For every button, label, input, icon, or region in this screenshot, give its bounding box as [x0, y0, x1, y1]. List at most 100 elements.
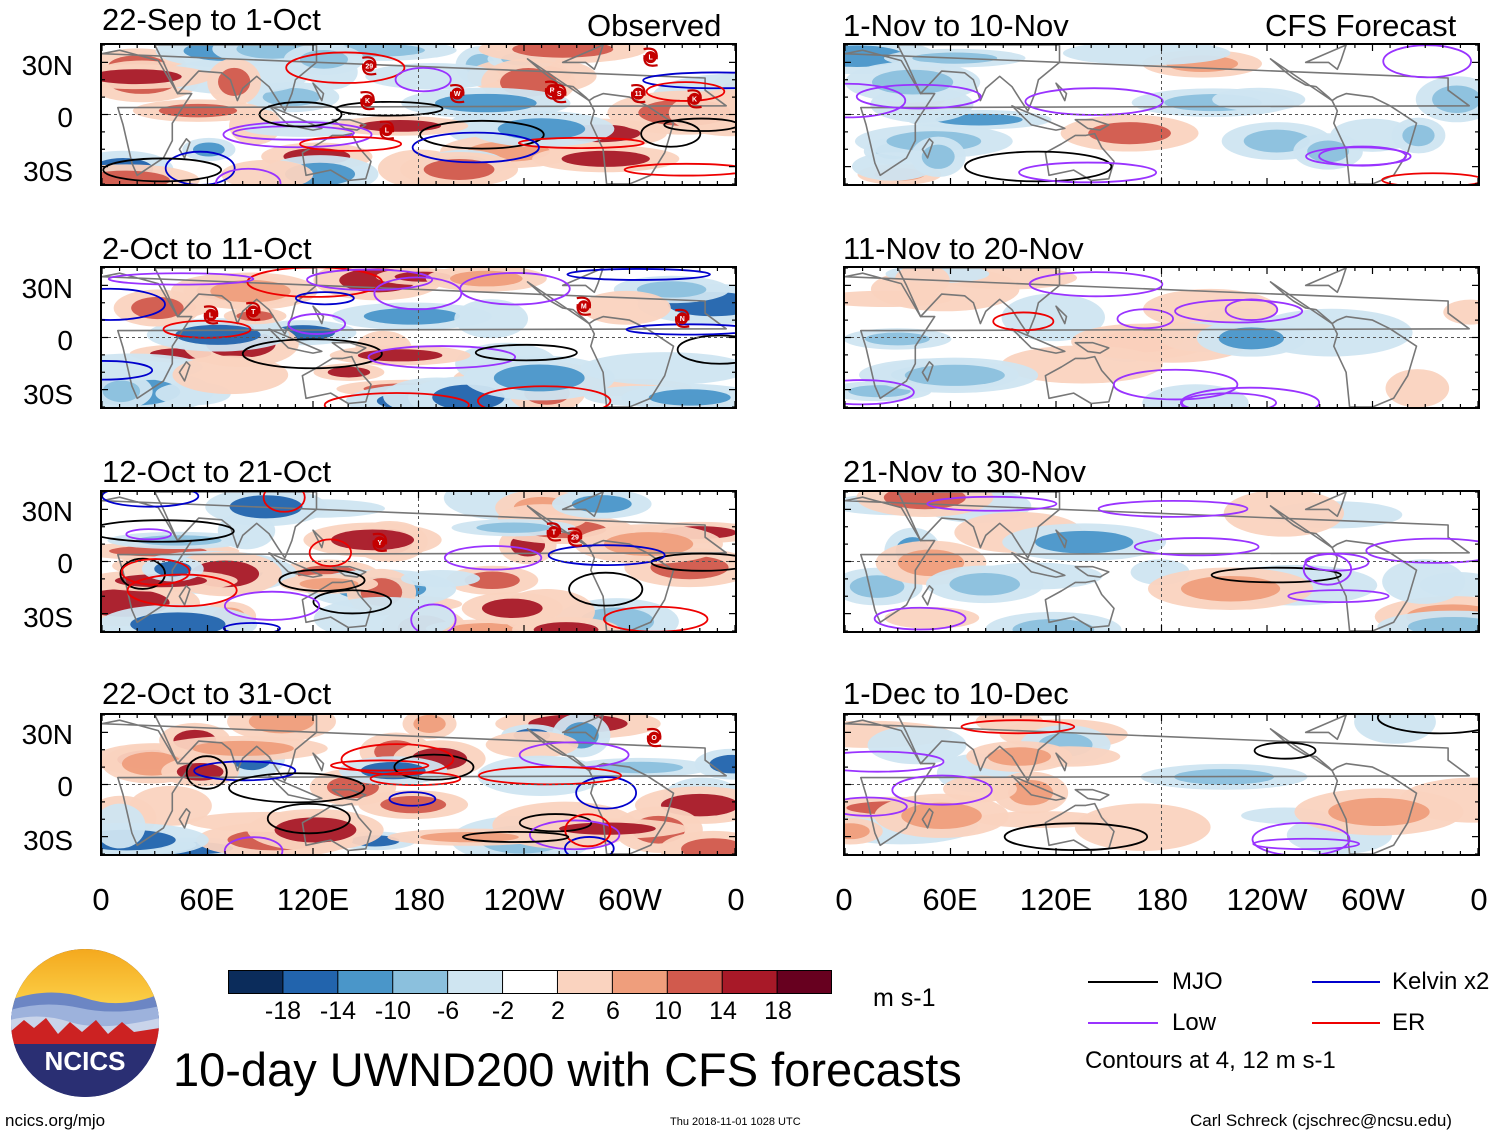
cyclone-symbol — [379, 120, 395, 140]
lat-tick-label: 0 — [57, 325, 73, 356]
low-contour — [394, 66, 452, 93]
coastlines — [102, 492, 727, 631]
mjo-contour — [119, 557, 166, 590]
colorbar-tick-label: 6 — [606, 997, 620, 1025]
low-contour — [1024, 87, 1164, 116]
coastline — [921, 138, 934, 159]
coastline — [1044, 579, 1115, 629]
westerly-anomaly-core — [901, 802, 982, 830]
er-contour — [992, 311, 1055, 332]
easterly-anomaly-area — [1212, 87, 1306, 112]
mjo-contour — [266, 802, 351, 835]
coastline — [1011, 775, 1066, 801]
low-contour — [1382, 45, 1472, 79]
easterly-anomaly-core — [1218, 327, 1284, 350]
coastline — [1269, 58, 1418, 184]
lon-tick-label: 0 — [1470, 882, 1488, 917]
tropical-cyclone-marker: O — [646, 727, 662, 748]
coastline — [1304, 492, 1347, 518]
coastline — [897, 492, 1061, 559]
mjo-contour — [102, 157, 223, 183]
low-contour — [306, 268, 434, 291]
low-contour — [1018, 161, 1158, 184]
coastline — [331, 788, 367, 801]
reference-lines — [845, 492, 1478, 631]
coastline — [1055, 529, 1068, 549]
map-forecast-4 — [843, 713, 1480, 856]
lat-tick-label: 30S — [23, 602, 73, 633]
map-canvas — [845, 715, 1478, 854]
coastline — [561, 45, 604, 71]
westerly-anomaly-core — [420, 832, 519, 843]
kelvin-x2-contour — [625, 323, 735, 336]
easterly-anomaly-core — [476, 522, 551, 533]
wave-contours — [185, 741, 637, 854]
cyclone-symbol-center — [451, 87, 464, 100]
footer-url[interactable]: ncics.org/mjo — [5, 1111, 106, 1130]
coastline — [102, 272, 727, 400]
low-contour — [1028, 271, 1164, 298]
cyclone-symbol — [630, 84, 646, 104]
colorbar-tick-label: -14 — [319, 997, 357, 1025]
kelvin-x2-contour — [193, 760, 297, 782]
mjo-contour — [964, 150, 1113, 183]
westerly-anomaly-core — [102, 69, 182, 85]
er-legend-line — [1312, 1022, 1380, 1024]
colorbar-swatch — [502, 970, 558, 994]
coastline — [154, 45, 318, 112]
coastline — [102, 719, 727, 847]
coastline — [897, 715, 1061, 782]
kelvin-x2-contour — [411, 131, 540, 164]
lat-tick-label: 0 — [57, 771, 73, 802]
colorbar-swatch — [667, 970, 723, 994]
coastline — [526, 281, 675, 407]
er-contour — [285, 51, 406, 84]
low-contour — [1305, 146, 1412, 167]
westerly-anomaly-core — [158, 103, 238, 118]
wave-contours — [845, 271, 1321, 407]
low-contour — [1252, 837, 1361, 851]
easterly-anomaly-core — [598, 761, 684, 774]
coastline — [1044, 355, 1115, 405]
westerly-anomaly-core — [1328, 797, 1430, 827]
cyclone-symbol-center — [361, 94, 374, 107]
colorbar-swatch — [447, 970, 504, 994]
tropical-cyclone-marker: L — [643, 47, 658, 67]
low-contour — [443, 545, 543, 571]
easterly-anomaly-core — [1035, 530, 1134, 554]
mjo-contour — [1210, 566, 1342, 584]
cyclone-label: R — [550, 88, 555, 95]
easterly-anomaly-area — [102, 803, 146, 849]
colorbar-swatch — [282, 970, 339, 994]
coastline — [312, 82, 325, 102]
cyclone-symbol — [646, 727, 662, 748]
easterly-anomaly-core — [1012, 618, 1095, 631]
coastline — [1074, 118, 1110, 131]
cyclone-label: T — [552, 529, 557, 536]
low-contour — [845, 379, 915, 406]
kelvin-x2-contour — [102, 360, 154, 381]
low-legend-line — [1088, 1022, 1158, 1024]
tropical-cyclone-markers: 29 K L W R S L 11 K — [360, 47, 702, 140]
easterly-anomaly-area — [454, 299, 529, 339]
cyclone-symbol-center — [373, 536, 386, 549]
westerly-anomaly-core — [413, 715, 446, 733]
cyclone-symbol-center — [688, 92, 701, 105]
axis-ticks — [102, 715, 735, 854]
cyclone-symbol-center — [568, 531, 581, 544]
panel-period-title: 21-Nov to 30-Nov — [843, 454, 1086, 489]
low-contour — [891, 774, 993, 806]
colorbar-tick-label: -18 — [264, 997, 302, 1025]
mjo-contour — [185, 755, 228, 790]
westerly-anomaly-area — [172, 355, 289, 395]
mjo-contour — [312, 589, 393, 615]
cyclone-symbol-center — [676, 312, 689, 325]
coastline — [301, 579, 372, 629]
low-legend-label: Low — [1172, 1009, 1217, 1036]
cyclone-label: W — [454, 91, 461, 98]
er-contour — [477, 385, 612, 407]
er-contour — [517, 136, 645, 149]
er-contour — [564, 813, 612, 848]
cyclone-symbol — [245, 301, 261, 322]
easterly-anomaly-area — [1382, 559, 1466, 604]
